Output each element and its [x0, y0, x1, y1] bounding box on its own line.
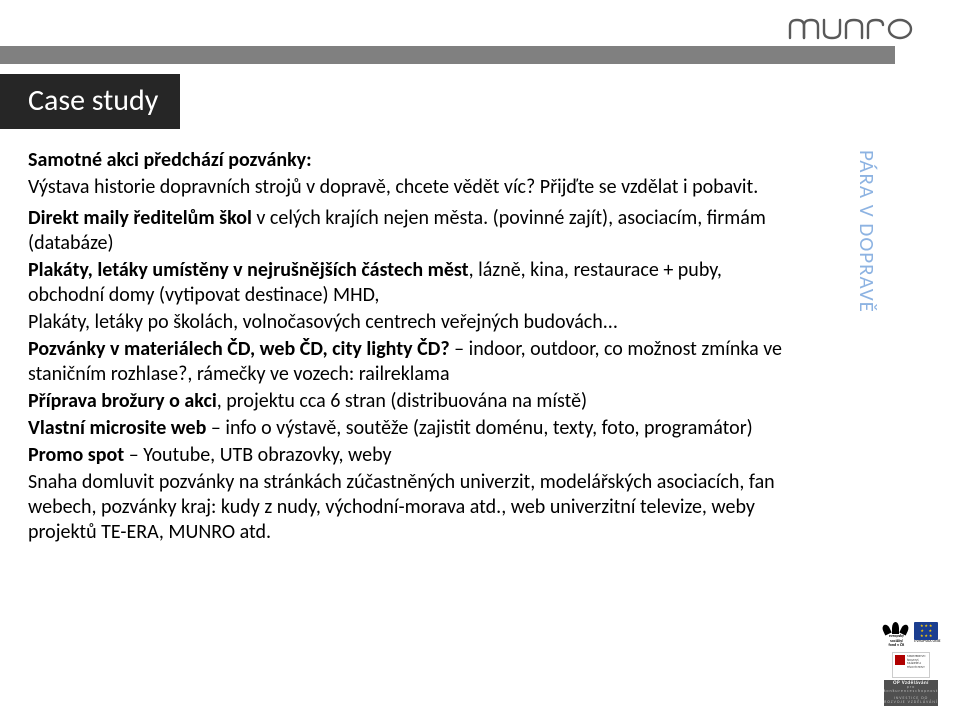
header-grey-bar	[0, 46, 895, 64]
para-2-lead: Direkt maily ředitelům škol	[28, 206, 252, 230]
slide-title-text: Case study	[28, 82, 158, 119]
brand-logo	[788, 18, 918, 42]
para-4: Plakáty, letáky po školách, volnočasovýc…	[28, 310, 802, 335]
para-5-lead: Pozvánky v materiálech ČD, web ČD, city …	[28, 337, 450, 361]
opvk-badge: OP Vzdělávání pro konkurenceschopnost IN…	[884, 680, 938, 706]
para-3-lead: Plakáty, letáky umístěny v nejrušnějších…	[28, 258, 469, 282]
para-2: Direkt maily ředitelům škol v celých kra…	[28, 206, 802, 256]
para-1b: Výstava historie dopravních strojů v dop…	[28, 175, 802, 200]
para-7: Vlastní microsite web – info o výstavě, …	[28, 416, 802, 441]
esf-text: evropskýsociálnífond v ČR	[881, 635, 911, 648]
esf-logo-icon: evropskýsociálnífond v ČR	[881, 622, 911, 648]
footer-logo-block: evropskýsociálnífond v ČR EVROPSKÁ UNIE …	[880, 622, 942, 706]
para-7-rest: – info o výstavě, soutěže (zajistit domé…	[206, 416, 752, 440]
para-8-lead: Promo spot	[28, 443, 124, 467]
para-6-lead: Příprava brožury o akci	[28, 389, 217, 413]
eu-flag-icon: EVROPSKÁ UNIE	[914, 622, 940, 644]
opvk-line2: pro konkurenceschopnost	[884, 686, 939, 694]
vertical-section-label: PÁRA V DOPRAVĚ	[854, 150, 880, 313]
footer-row-1: evropskýsociálnífond v ČR EVROPSKÁ UNIE	[880, 622, 942, 648]
para-7-lead: Vlastní microsite web	[28, 416, 206, 440]
slide-root: Case study PÁRA V DOPRAVĚ Samotné akci p…	[0, 0, 960, 724]
eu-text: EVROPSKÁ UNIE	[914, 640, 940, 644]
para-5: Pozvánky v materiálech ČD, web ČD, city …	[28, 337, 802, 387]
msmt-logo-icon	[892, 652, 930, 678]
para-6: Příprava brožury o akci, projektu cca 6 …	[28, 389, 802, 414]
slide-title-tab: Case study	[0, 74, 180, 129]
opvk-line3: INVESTICE DO ROZVOJE VZDĚLÁVÁNÍ	[884, 697, 939, 705]
para-6-rest: , projektu cca 6 stran (distribuována na…	[217, 389, 587, 413]
para-3: Plakáty, letáky umístěny v nejrušnějších…	[28, 258, 802, 308]
para-1-lead: Samotné akci předchází pozvánky:	[28, 148, 312, 172]
para-8: Promo spot – Youtube, UTB obrazovky, web…	[28, 443, 802, 468]
para-9: Snaha domluvit pozvánky na stránkách zúč…	[28, 470, 802, 545]
para-8-rest: – Youtube, UTB obrazovky, weby	[124, 443, 391, 467]
para-1: Samotné akci předchází pozvánky:	[28, 148, 802, 173]
body-content: Samotné akci předchází pozvánky: Výstava…	[28, 148, 802, 547]
munro-logo-svg	[788, 18, 918, 42]
